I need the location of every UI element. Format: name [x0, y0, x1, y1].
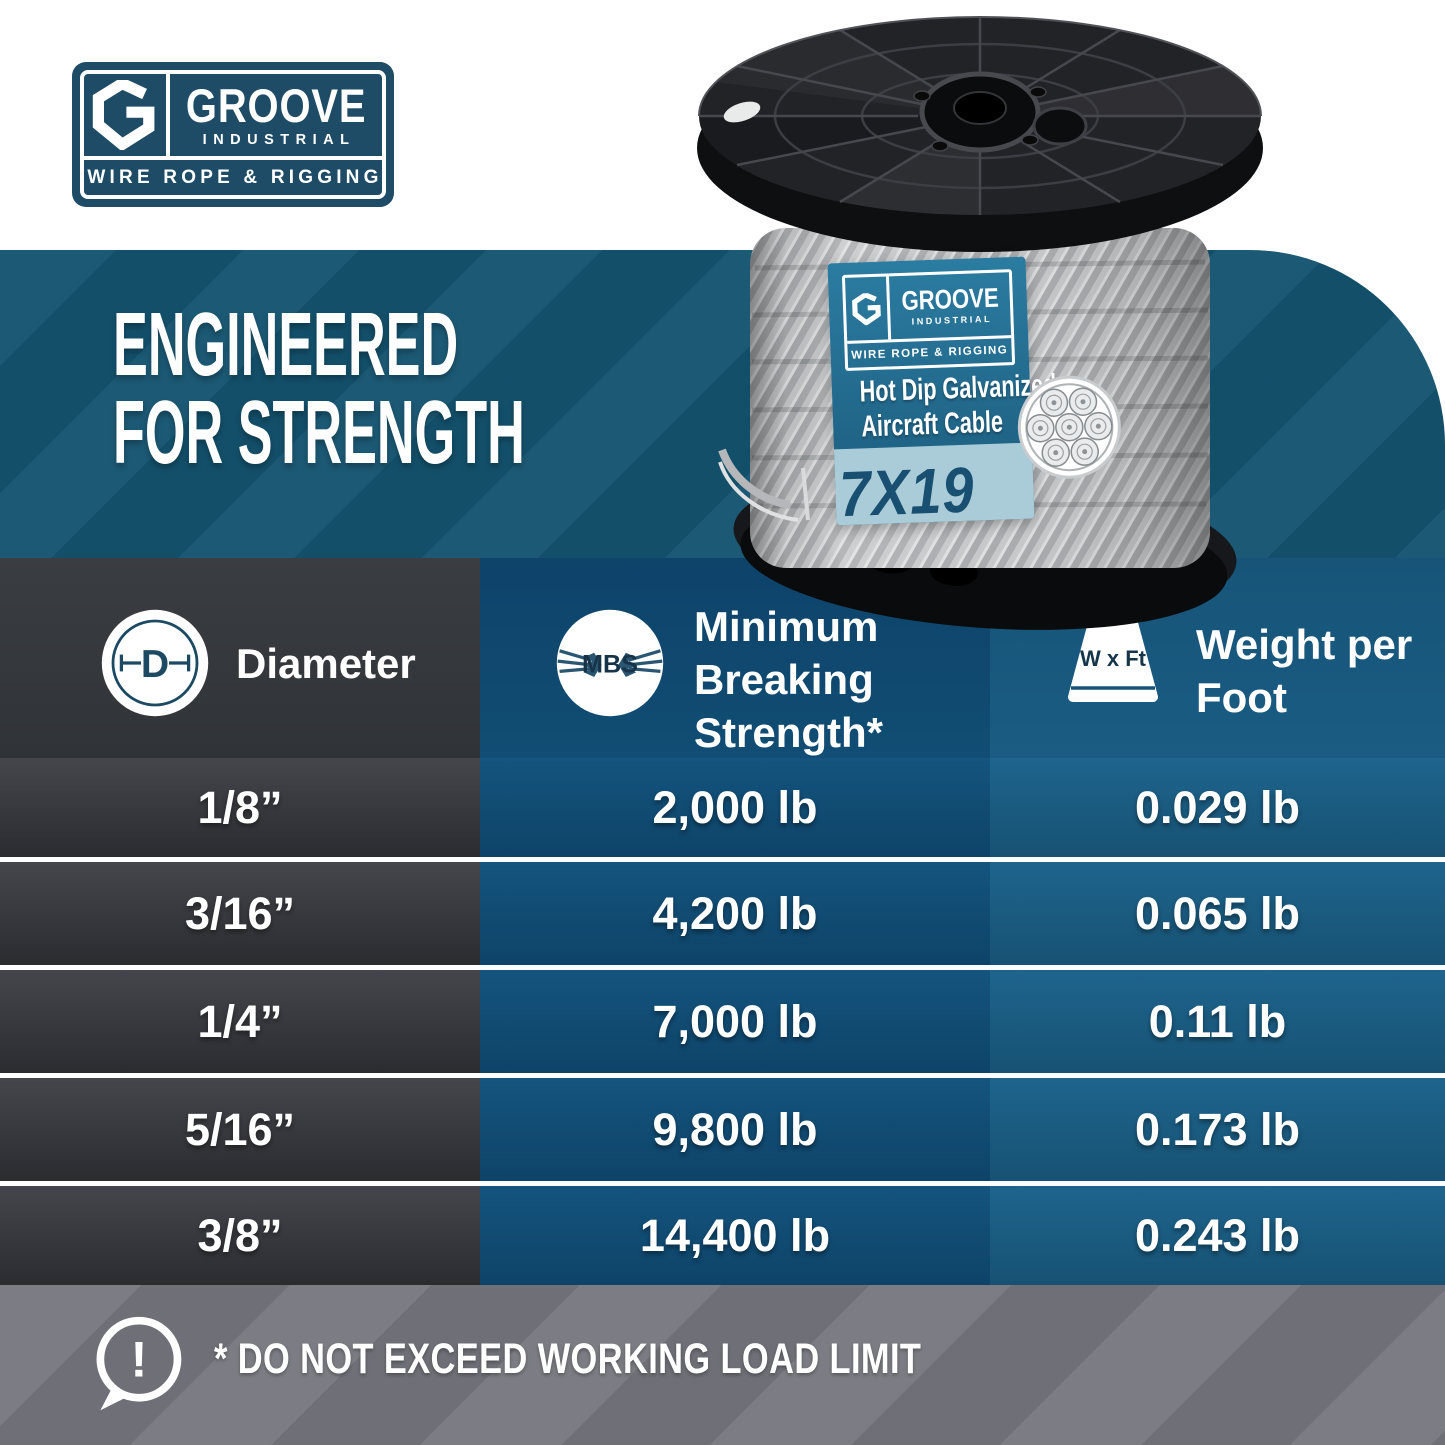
table-row: 1/4” 7,000 lb 0.11 lb — [0, 970, 1445, 1078]
column-label-weight: Weight per Foot — [1196, 621, 1413, 721]
brand-logo-top: GROOVE INDUSTRIAL — [84, 74, 382, 160]
mbs-icon: MBS — [556, 609, 664, 717]
mbs-icon-text: MBS — [582, 650, 638, 678]
cell-mbs: 7,000 lb — [480, 970, 990, 1078]
cable-cross-section-icon — [1016, 373, 1124, 481]
spec-table: D Diameter MBS Minimum Bre — [0, 558, 1445, 1285]
header-cell-diameter: D Diameter — [0, 558, 480, 758]
spec-table-header: D Diameter MBS Minimum Bre — [0, 558, 1445, 758]
diameter-icon-letter: D — [141, 643, 169, 686]
cell-weight: 0.11 lb — [990, 970, 1445, 1078]
brand-logo: GROOVE INDUSTRIAL WIRE ROPE & RIGGING — [72, 62, 394, 207]
cell-weight: 0.173 lb — [990, 1078, 1445, 1186]
cell-diameter: 1/8” — [0, 758, 480, 862]
diameter-icon: D — [101, 609, 209, 717]
footnote-text: * DO NOT EXCEED WORKING LOAD LIMIT — [214, 1335, 922, 1383]
table-row: 5/16” 9,800 lb 0.173 lb — [0, 1078, 1445, 1186]
cell-diameter: 3/8” — [0, 1186, 480, 1285]
label-brand-subtitle: INDUSTRIAL — [911, 313, 993, 327]
label-light-section: 7X19 — [833, 442, 1035, 530]
spool-product-label: 7X19 GROOVE INDUSTRIAL WIRE ROPE & RIGGI… — [827, 256, 1121, 530]
hexagon-g-icon — [84, 74, 170, 156]
weight-icon-text: W x Ft — [1080, 646, 1147, 671]
cell-weight: 0.065 lb — [990, 862, 1445, 970]
headline-line-2: FOR STRENGTH — [113, 383, 525, 483]
label-brand-tagline: WIRE ROPE & RIGGING — [851, 344, 1009, 362]
cell-weight: 0.243 lb — [990, 1186, 1445, 1285]
cable-construction: 7X19 — [838, 453, 976, 531]
exclamation-icon: ! — [131, 1332, 148, 1388]
cell-weight: 0.029 lb — [990, 758, 1445, 862]
brand-name: GROOVE — [185, 79, 367, 132]
headline: ENGINEERED FOR STRENGTH — [113, 295, 525, 483]
cell-mbs: 9,800 lb — [480, 1078, 990, 1186]
label-logo-words: GROOVE INDUSTRIAL — [889, 272, 1011, 339]
cell-diameter: 3/16” — [0, 862, 480, 970]
footer-band: ! * DO NOT EXCEED WORKING LOAD LIMIT — [0, 1285, 1445, 1445]
cell-diameter: 5/16” — [0, 1078, 480, 1186]
brand-tagline: WIRE ROPE & RIGGING — [87, 166, 383, 188]
brand-logo-words: GROOVE INDUSTRIAL — [170, 74, 382, 156]
label-product-line-2: Aircraft Cable — [860, 405, 1004, 444]
weight-icon: W x Ft — [1068, 597, 1158, 702]
label-logo-top: GROOVE INDUSTRIAL — [845, 272, 1012, 344]
brand-subtitle: INDUSTRIAL — [202, 132, 356, 148]
table-row: 3/16” 4,200 lb 0.065 lb — [0, 862, 1445, 970]
label-brand-logo: GROOVE INDUSTRIAL WIRE ROPE & RIGGING — [841, 269, 1016, 371]
hexagon-g-icon — [845, 276, 892, 341]
header-cell-mbs: MBS Minimum Breaking Strength* — [480, 558, 990, 758]
brand-logo-frame: GROOVE INDUSTRIAL WIRE ROPE & RIGGING — [80, 70, 386, 199]
table-row: 1/8” 2,000 lb 0.029 lb — [0, 758, 1445, 862]
headline-line-1: ENGINEERED — [113, 295, 459, 395]
cell-mbs: 4,200 lb — [480, 862, 990, 970]
label-brand-name: GROOVE — [900, 282, 999, 316]
column-label-mbs: Minimum Breaking Strength* — [694, 603, 883, 756]
column-label-diameter: Diameter — [236, 640, 416, 687]
warning-speech-bubble-icon: ! — [96, 1316, 182, 1411]
label-product-line-1: Hot Dip Galvanized — [859, 368, 1057, 409]
spool-top-flange — [697, 16, 1263, 252]
header-cell-weight: W x Ft Weight per Foot — [990, 558, 1445, 758]
cell-mbs: 14,400 lb — [480, 1186, 990, 1285]
cell-diameter: 1/4” — [0, 970, 480, 1078]
cell-mbs: 2,000 lb — [480, 758, 990, 862]
table-row: 3/8” 14,400 lb 0.243 lb — [0, 1186, 1445, 1285]
